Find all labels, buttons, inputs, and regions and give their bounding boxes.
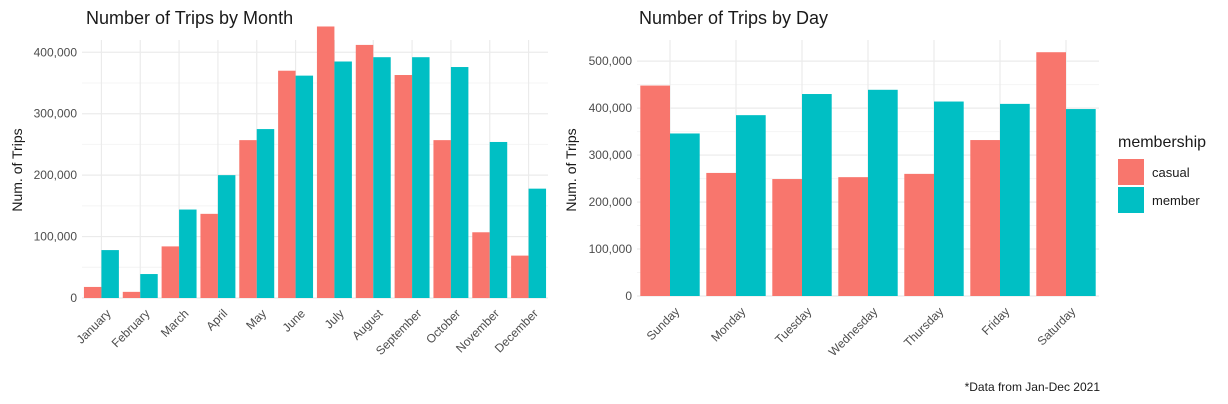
day-y-tick-label: 100,000: [589, 242, 633, 256]
legend-swatch-member: [1118, 187, 1144, 213]
month-y-tick-label: 100,000: [34, 230, 78, 244]
month-bar-member-august: [373, 57, 391, 299]
legend-item-member: member: [1118, 186, 1206, 214]
month-x-tick-label: April: [203, 306, 230, 333]
month-chart-title: Number of Trips by Month: [86, 8, 294, 28]
day-bar-member-saturday: [1066, 109, 1096, 297]
legend: membership casual member: [1118, 134, 1206, 214]
day-y-tick-label: 0: [625, 289, 632, 303]
month-bar-casual-march: [161, 246, 180, 298]
day-bar-member-wednesday: [868, 89, 898, 296]
day-x-tick-label: Sunday: [644, 304, 683, 343]
month-y-tick-label: 200,000: [34, 168, 78, 182]
legend-item-casual: casual: [1118, 158, 1206, 186]
legend-label-casual: casual: [1152, 164, 1190, 180]
day-y-tick-label: 300,000: [589, 148, 633, 162]
day-bar-casual-tuesday: [772, 179, 802, 296]
day-bar-casual-saturday: [1036, 52, 1066, 296]
day-bar-member-sunday: [670, 133, 700, 296]
month-x-tick-label: March: [158, 306, 191, 339]
month-x-tick-label: August: [349, 306, 386, 343]
month-bar-casual-january: [83, 286, 102, 298]
day-bar-casual-friday: [970, 140, 1000, 296]
month-bar-member-may: [256, 129, 275, 298]
legend-label-member: member: [1152, 192, 1200, 208]
day-bar-member-monday: [736, 115, 766, 296]
month-bar-casual-december: [511, 255, 529, 298]
day-x-tick-label: Monday: [708, 304, 748, 344]
month-bar-casual-may: [239, 140, 257, 298]
month-y-axis-label: Num. of Trips: [9, 128, 25, 211]
month-bar-casual-november: [472, 232, 490, 298]
month-y-tick-label: 300,000: [34, 107, 78, 121]
day-x-tick-label: Tuesday: [772, 304, 814, 346]
month-bar-member-september: [412, 57, 430, 299]
month-x-tick-label: February: [109, 306, 153, 350]
day-bar-casual-thursday: [904, 173, 934, 296]
month-y-tick-label: 400,000: [34, 45, 78, 59]
day-x-tick-label: Saturday: [1034, 304, 1078, 348]
legend-swatch-casual: [1118, 159, 1144, 185]
data-caption: *Data from Jan-Dec 2021: [964, 380, 1100, 394]
month-bar-member-july: [334, 61, 352, 298]
day-bar-casual-wednesday: [838, 177, 868, 296]
month-x-tick-label: July: [322, 306, 347, 331]
month-bar-member-june: [295, 75, 314, 298]
day-x-tick-label: Wednesday: [826, 304, 881, 359]
month-bar-member-april: [217, 175, 236, 298]
month-x-tick-label: June: [280, 306, 309, 335]
month-bar-casual-august: [355, 44, 374, 298]
day-y-tick-label: 400,000: [589, 101, 633, 115]
day-y-tick-label: 200,000: [589, 195, 633, 209]
month-bar-member-october: [450, 67, 469, 299]
month-bar-member-november: [489, 141, 508, 298]
day-y-tick-label: 500,000: [589, 54, 633, 68]
day-bar-member-friday: [1000, 103, 1030, 296]
day-bar-casual-sunday: [640, 85, 670, 297]
day-bar-member-tuesday: [802, 94, 832, 297]
month-y-tick-label: 0: [70, 291, 77, 305]
month-bar-member-december: [528, 188, 547, 298]
month-bar-member-january: [101, 250, 119, 298]
month-bar-member-march: [179, 209, 197, 298]
day-x-tick-label: Thursday: [901, 304, 946, 349]
month-bar-casual-june: [278, 70, 296, 298]
month-bar-casual-september: [394, 75, 413, 298]
legend-title: membership: [1118, 134, 1207, 151]
day-bar-casual-monday: [706, 172, 736, 296]
day-x-tick-label: Friday: [979, 304, 1012, 337]
month-bar-casual-april: [200, 213, 218, 298]
month-x-tick-label: May: [243, 306, 269, 332]
day-y-axis-label: Num. of Trips: [563, 128, 579, 211]
month-bar-member-february: [140, 274, 158, 298]
month-bar-casual-february: [122, 291, 141, 298]
day-chart-title: Number of Trips by Day: [639, 8, 829, 28]
month-bar-casual-october: [433, 140, 451, 298]
day-bar-member-thursday: [934, 101, 964, 297]
month-bar-casual-july: [316, 26, 335, 298]
